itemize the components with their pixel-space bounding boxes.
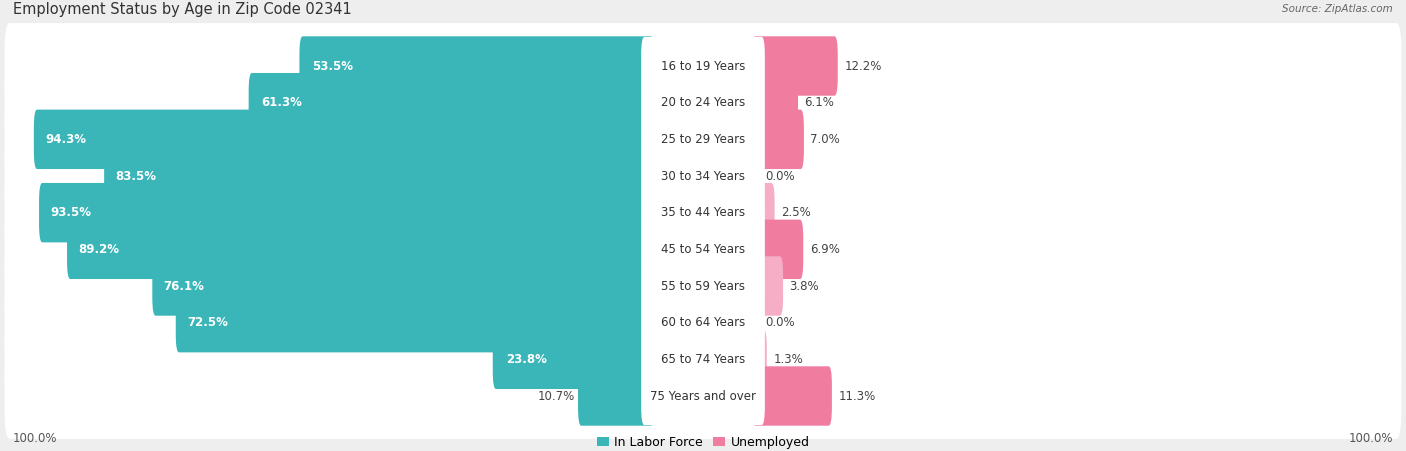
FancyBboxPatch shape [39,183,654,242]
FancyBboxPatch shape [641,220,765,278]
FancyBboxPatch shape [641,147,765,205]
FancyBboxPatch shape [752,73,799,132]
FancyBboxPatch shape [641,74,765,132]
Text: 10.7%: 10.7% [537,390,575,402]
Text: 3.8%: 3.8% [790,280,820,293]
FancyBboxPatch shape [752,36,838,96]
Text: 65 to 74 Years: 65 to 74 Years [661,353,745,366]
FancyBboxPatch shape [641,294,765,352]
FancyBboxPatch shape [641,184,765,242]
Text: 35 to 44 Years: 35 to 44 Years [661,206,745,219]
FancyBboxPatch shape [4,207,1402,292]
Text: 7.0%: 7.0% [810,133,841,146]
Text: 1.3%: 1.3% [773,353,803,366]
Text: 11.3%: 11.3% [838,390,876,402]
Text: 55 to 59 Years: 55 to 59 Years [661,280,745,293]
FancyBboxPatch shape [152,256,654,316]
FancyBboxPatch shape [752,330,766,389]
Text: 100.0%: 100.0% [13,432,58,445]
FancyBboxPatch shape [4,317,1402,402]
Text: 6.1%: 6.1% [804,96,834,109]
FancyBboxPatch shape [641,257,765,315]
Text: 60 to 64 Years: 60 to 64 Years [661,316,745,329]
Text: 2.5%: 2.5% [782,206,811,219]
Text: 45 to 54 Years: 45 to 54 Years [661,243,745,256]
FancyBboxPatch shape [4,60,1402,146]
Text: Source: ZipAtlas.com: Source: ZipAtlas.com [1282,4,1393,14]
Text: 20 to 24 Years: 20 to 24 Years [661,96,745,109]
FancyBboxPatch shape [752,183,775,242]
Text: 0.0%: 0.0% [765,170,794,183]
Text: 53.5%: 53.5% [312,60,353,73]
FancyBboxPatch shape [104,146,654,206]
FancyBboxPatch shape [299,36,654,96]
FancyBboxPatch shape [4,353,1402,439]
Text: 93.5%: 93.5% [51,206,91,219]
Text: 16 to 19 Years: 16 to 19 Years [661,60,745,73]
FancyBboxPatch shape [752,366,832,426]
FancyBboxPatch shape [176,293,654,352]
FancyBboxPatch shape [641,37,765,95]
FancyBboxPatch shape [752,110,804,169]
Text: 83.5%: 83.5% [115,170,156,183]
FancyBboxPatch shape [4,97,1402,182]
Text: 25 to 29 Years: 25 to 29 Years [661,133,745,146]
FancyBboxPatch shape [249,73,654,132]
Text: 0.0%: 0.0% [765,316,794,329]
FancyBboxPatch shape [641,330,765,388]
FancyBboxPatch shape [752,220,803,279]
FancyBboxPatch shape [4,133,1402,219]
FancyBboxPatch shape [67,220,654,279]
Text: 100.0%: 100.0% [1348,432,1393,445]
Text: 89.2%: 89.2% [79,243,120,256]
Text: 12.2%: 12.2% [844,60,882,73]
Text: Employment Status by Age in Zip Code 02341: Employment Status by Age in Zip Code 023… [13,2,352,17]
Text: 30 to 34 Years: 30 to 34 Years [661,170,745,183]
FancyBboxPatch shape [752,256,783,316]
Text: 94.3%: 94.3% [45,133,86,146]
FancyBboxPatch shape [641,367,765,425]
FancyBboxPatch shape [492,330,654,389]
FancyBboxPatch shape [4,280,1402,366]
FancyBboxPatch shape [4,243,1402,329]
FancyBboxPatch shape [641,110,765,169]
FancyBboxPatch shape [578,366,654,426]
Text: 6.9%: 6.9% [810,243,839,256]
Text: 72.5%: 72.5% [187,316,228,329]
FancyBboxPatch shape [34,110,654,169]
Legend: In Labor Force, Unemployed: In Labor Force, Unemployed [592,431,814,451]
FancyBboxPatch shape [4,23,1402,109]
Text: 76.1%: 76.1% [163,280,204,293]
Text: 61.3%: 61.3% [262,96,302,109]
FancyBboxPatch shape [4,170,1402,256]
Text: 23.8%: 23.8% [506,353,547,366]
Text: 75 Years and over: 75 Years and over [650,390,756,402]
